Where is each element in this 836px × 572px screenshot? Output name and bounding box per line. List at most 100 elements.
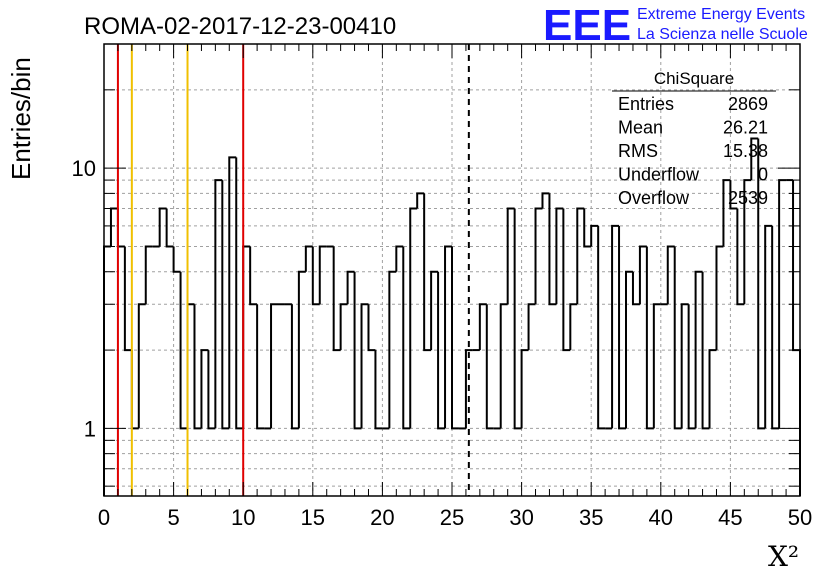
x-tick-label: 15	[301, 505, 325, 530]
histogram-bin	[513, 208, 522, 430]
histogram-bin	[374, 350, 383, 430]
histogram-bin	[743, 179, 752, 305]
histogram-bin	[701, 271, 710, 430]
histogram-bin	[499, 303, 508, 429]
histogram-bin	[687, 304, 696, 430]
histogram-bin	[242, 245, 251, 429]
histogram-bin	[631, 271, 640, 306]
x-tick-label: 25	[440, 505, 464, 530]
stats-rows: Entries 2869 Mean 26.21 RMS 15.38 Underflow 0 Ov…	[618, 94, 768, 208]
stats-label: Underflow	[618, 165, 700, 185]
stats-value: 26.21	[723, 118, 768, 138]
histogram-bin	[193, 304, 202, 430]
histogram-bin	[562, 208, 571, 352]
stats-value: 0	[758, 165, 768, 185]
histogram-bin	[221, 180, 230, 430]
x-tick-label: 20	[370, 505, 394, 530]
x-axis-label: X²	[768, 540, 799, 572]
histogram-bin	[451, 246, 459, 430]
eee-logo-mark: EEE	[543, 1, 631, 50]
histogram-bin	[485, 304, 494, 430]
histogram-bin	[123, 246, 132, 352]
stats-value: 2539	[728, 188, 768, 208]
histogram-bin	[590, 224, 599, 247]
histogram-bin	[311, 246, 320, 306]
histogram-bin	[673, 246, 682, 430]
histogram-bin	[534, 207, 543, 305]
histogram-bin	[353, 271, 362, 430]
histogram-bin	[346, 270, 355, 305]
histogram-bin	[416, 192, 425, 209]
histogram-bin	[576, 207, 585, 305]
histogram-bin	[235, 157, 244, 430]
histogram-bin	[764, 224, 773, 429]
histogram-bin	[729, 180, 738, 210]
histogram-bin	[652, 303, 661, 429]
histogram-bin	[130, 350, 139, 430]
histogram-bin	[694, 270, 703, 429]
histogram-bin	[757, 138, 766, 430]
histogram-bin	[680, 303, 689, 429]
histogram-bin	[367, 304, 376, 352]
histogram-bin	[318, 245, 327, 305]
histogram-bin	[715, 245, 724, 351]
histogram-bin	[527, 303, 536, 351]
x-tick-label: 5	[167, 505, 179, 530]
x-tick-label: 0	[98, 505, 110, 530]
histogram-bin	[290, 304, 299, 430]
stats-label: Mean	[618, 118, 663, 138]
histogram-bin	[214, 179, 223, 429]
histogram-bin	[304, 245, 313, 272]
histogram-bin	[541, 192, 550, 209]
histogram-bin	[116, 208, 125, 248]
x-tick-label: 10	[231, 505, 255, 530]
histogram-bin	[666, 245, 675, 305]
histogram-bin	[137, 303, 146, 429]
logo-line-1: Extreme Energy Events	[637, 6, 805, 23]
histogram-bin	[409, 207, 418, 429]
histogram-bin	[611, 224, 620, 429]
histogram-bin	[618, 225, 626, 430]
histogram-bin	[771, 225, 780, 430]
histogram-bin	[722, 179, 731, 247]
histogram-bin	[395, 245, 404, 272]
stats-label: RMS	[618, 141, 658, 161]
stats-label: Entries	[618, 94, 674, 114]
histogram-bin	[402, 246, 411, 430]
histogram-bin	[444, 245, 452, 429]
x-tick-label: 45	[718, 505, 742, 530]
y-tick-label: 10	[72, 156, 96, 181]
histogram-bin	[464, 349, 473, 429]
y-axis-ticks: 1 10	[72, 43, 800, 487]
histogram-bin	[778, 179, 787, 429]
histogram-bin	[792, 180, 801, 496]
histogram-bin	[478, 303, 487, 351]
histogram-bin	[645, 246, 654, 430]
histogram-bin	[186, 303, 195, 429]
x-tick-label: 40	[649, 505, 673, 530]
x-tick-label: 50	[788, 505, 812, 530]
x-tick-label: 35	[579, 505, 603, 530]
histogram-bin	[638, 245, 647, 305]
histogram-bin	[437, 271, 446, 430]
histogram-bin	[256, 304, 265, 430]
reference-lines	[116, 44, 470, 496]
stats-title: ChiSquare	[654, 69, 734, 88]
stats-value: 15.38	[723, 141, 768, 161]
histogram-bin	[548, 193, 557, 306]
histogram-bin	[750, 137, 759, 181]
histogram-bin	[569, 303, 578, 351]
logo-line-2: La Scienza nelle Scuole	[637, 26, 808, 43]
histogram-bin	[520, 349, 529, 429]
histogram-bin	[388, 270, 397, 429]
histogram-bin	[249, 246, 258, 306]
x-tick-label: 30	[509, 505, 533, 530]
histogram-bin	[506, 207, 515, 305]
histogram-bin	[109, 207, 118, 247]
histogram-bin	[583, 208, 592, 248]
x-axis-ticks: 0 5 10 15 20 25 30 35 40 45 50	[98, 44, 812, 530]
y-tick-label: 1	[84, 416, 96, 441]
histogram-bin	[708, 349, 717, 429]
histogram-bin	[179, 271, 188, 430]
histogram-bin	[597, 225, 606, 430]
